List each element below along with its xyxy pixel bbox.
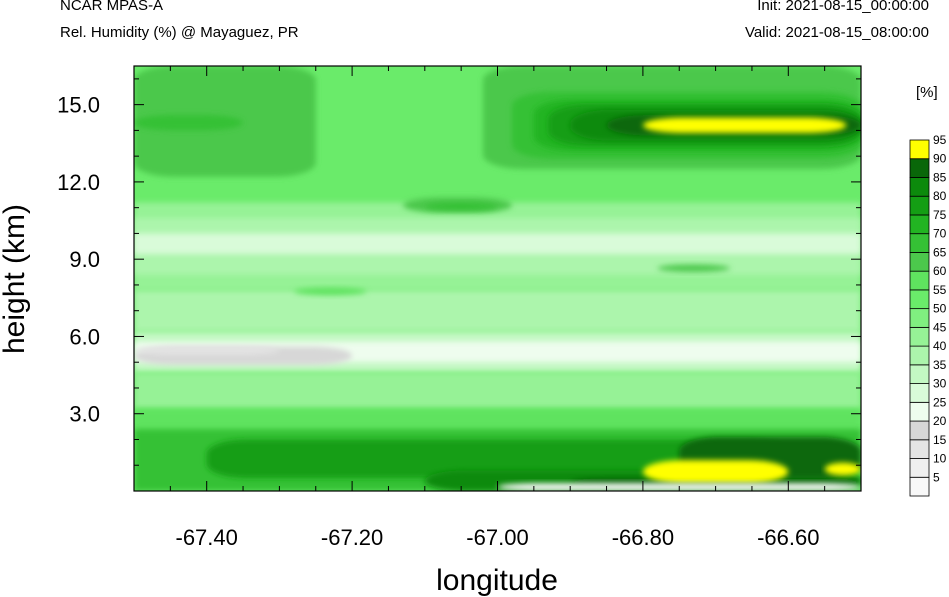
colorbar-label: 75	[933, 208, 947, 222]
humidity-region	[657, 264, 731, 273]
humidity-region	[206, 439, 789, 479]
colorbar-label: 60	[933, 264, 947, 278]
colorbar-swatch	[909, 139, 930, 160]
y-tick-label: 9.0	[69, 247, 100, 272]
x-tick-label: -66.80	[612, 525, 674, 550]
colorbar-swatch	[909, 476, 930, 497]
x-tick-label: -66.60	[757, 525, 819, 550]
humidity-region	[134, 372, 861, 409]
colorbar-swatch	[909, 252, 930, 272]
colorbar-label: 80	[933, 189, 947, 203]
humidity-region	[642, 117, 847, 133]
colorbar-label: 55	[933, 283, 947, 297]
y-tick-label: 3.0	[69, 402, 100, 427]
colorbar-label: 25	[933, 395, 947, 409]
colorbar-label: 95	[933, 133, 947, 147]
colorbar-swatch	[909, 364, 930, 384]
humidity-region	[134, 233, 861, 255]
colorbar-swatch	[909, 420, 930, 441]
colorbar-label: 35	[933, 358, 947, 372]
colorbar-label: 20	[933, 414, 947, 428]
colorbar-label: 10	[933, 452, 947, 466]
humidity-region	[134, 290, 861, 332]
colorbar-swatch	[909, 233, 930, 253]
colorbar-label: 70	[933, 227, 947, 241]
colorbar-swatch	[909, 195, 930, 216]
colorbar-swatch	[909, 439, 930, 459]
colorbar-swatch	[909, 401, 930, 422]
colorbar-swatch	[909, 177, 930, 197]
colorbar-swatch	[909, 383, 930, 403]
y-axis-label: height (km)	[0, 204, 31, 354]
colorbar-swatch	[909, 289, 930, 310]
colorbar-label: 30	[933, 377, 947, 391]
y-tick-label: 12.0	[57, 170, 100, 195]
humidity-field	[134, 66, 861, 491]
colorbar-swatch	[909, 345, 930, 366]
colorbar-swatch	[909, 270, 930, 291]
colorbar-label: 90	[933, 152, 947, 166]
colorbar-label: 40	[933, 339, 947, 353]
x-tick-label: -67.00	[466, 525, 528, 550]
colorbar-swatch	[909, 458, 930, 478]
colorbar-swatch	[909, 308, 930, 328]
model-title: NCAR MPAS-A	[60, 0, 164, 14]
x-tick-label: -67.20	[321, 525, 383, 550]
colorbar-swatch	[909, 214, 930, 235]
colorbar-label: 65	[933, 245, 947, 259]
axis-ticks: -67.40 -67.20 -67.00 -66.80 -66.60 3.0 6.0 9.0 1…	[57, 66, 862, 550]
colorbar-swatch	[909, 326, 930, 347]
humidity-region	[293, 287, 367, 296]
colorbar-label: 50	[933, 302, 947, 316]
humidity-region	[134, 346, 280, 355]
init-time: Init: 2021-08-15_00:00:00	[757, 0, 929, 14]
humidity-region	[424, 202, 498, 211]
colorbar-label: 85	[933, 170, 947, 184]
colorbar-label: 15	[933, 433, 947, 447]
colorbar-label: 45	[933, 320, 947, 334]
valid-time: Valid: 2021-08-15_08:00:00	[744, 24, 929, 41]
x-tick-label: -67.40	[176, 525, 238, 550]
y-tick-label: 15.0	[57, 93, 100, 118]
colorbar-label: 5	[933, 470, 940, 484]
chart-subtitle: Rel. Humidity (%) @ Mayaguez, PR	[60, 24, 299, 41]
humidity-region	[134, 114, 244, 131]
colorbar-swatch	[909, 158, 930, 178]
colorbar: 5 10 15 20 25 30 35 40 45 50 55 60 65 70 75 80 85 90 95	[909, 133, 947, 497]
humidity-region	[642, 460, 789, 484]
x-axis-label: longitude	[436, 564, 558, 597]
humidity-region	[824, 462, 861, 476]
colorbar-units: [%]	[916, 84, 938, 101]
y-tick-label: 6.0	[69, 324, 100, 349]
